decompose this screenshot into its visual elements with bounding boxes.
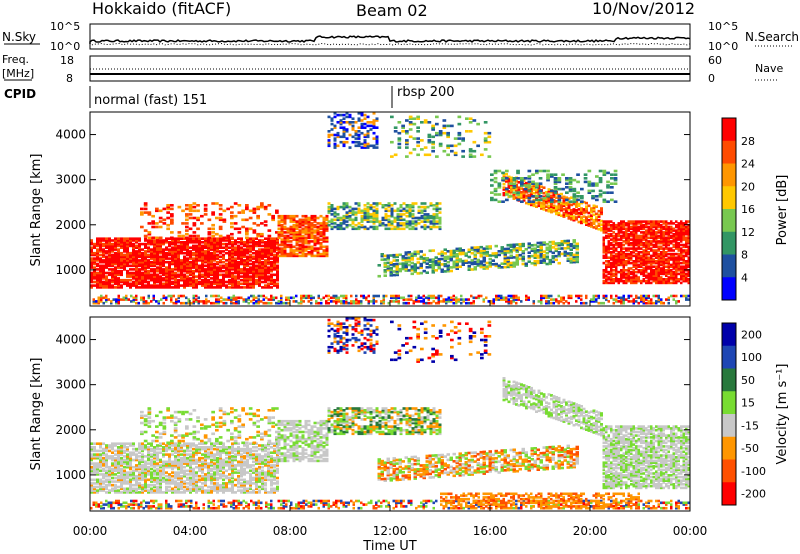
colorbar-tick-label: 16 <box>741 203 755 216</box>
colorbar-tick-label: 200 <box>741 328 762 341</box>
colorbar-swatch <box>722 436 736 460</box>
nsky-line <box>89 35 691 44</box>
colorbar-tick-label: 4 <box>741 271 748 284</box>
nsky-label: N.Sky <box>2 30 36 44</box>
x-tick-label: 00:00 <box>73 524 108 538</box>
y-tick-label: 1000 <box>55 263 86 277</box>
colorbar-tick-label: 50 <box>741 374 755 387</box>
colorbar-swatch <box>722 254 736 278</box>
x-tick-label: 04:00 <box>173 524 208 538</box>
nave-tick-bottom: 0 <box>708 72 715 85</box>
colorbar-swatch <box>722 209 736 233</box>
freq-label: Freq. <box>2 53 29 66</box>
nsearch-label: N.Search <box>745 30 799 44</box>
velocity-colorbar: 200 100 50 15 -15 -50 -100 -200 <box>721 322 766 506</box>
cpid-label: CPID <box>4 87 36 101</box>
colorbar-frame <box>721 117 737 301</box>
x-tick-label: 16:00 <box>473 524 508 538</box>
y-tick-label: 2000 <box>55 218 86 232</box>
y-tick-label: 3000 <box>55 173 86 187</box>
beam-title: Beam 02 <box>356 1 428 20</box>
freq-tick-bottom: 8 <box>66 72 73 85</box>
colorbar-tick-label: 15 <box>741 397 755 410</box>
nave-label: Nave <box>755 62 783 75</box>
colorbar-tick-label: -100 <box>741 465 766 478</box>
cpid-segment-2: rbsp 200 <box>397 85 455 100</box>
colorbar-swatch <box>722 482 736 506</box>
colorbar-tick-label: 12 <box>741 226 755 239</box>
colorbar-swatch <box>722 323 736 347</box>
station-title: Hokkaido (fitACF) <box>92 0 231 18</box>
x-axis-label: Time UT <box>362 539 416 554</box>
x-tick-label: 12:00 <box>373 524 408 538</box>
freq-unit-label: [MHz] <box>2 67 34 80</box>
nsky-tick-top: 10^5 <box>50 20 80 33</box>
y-tick-label: 4000 <box>55 128 86 142</box>
colorbar-tick-label: 100 <box>741 351 762 364</box>
x-tick-label: 20:00 <box>573 524 608 538</box>
nsearch-tick-top: 10^5 <box>708 20 738 33</box>
date-title: 10/Nov/2012 <box>592 0 695 18</box>
colorbar-swatch <box>722 163 736 187</box>
nsky-trace <box>89 35 691 44</box>
power-yticks: 1000 2000 3000 4000 <box>55 128 690 277</box>
velocity-heatmap <box>90 317 690 510</box>
colorbar-swatch <box>722 459 736 483</box>
nsearch-tick-bottom: 10^0 <box>708 40 738 53</box>
y-tick-label: 4000 <box>55 333 86 347</box>
y-tick-label: 2000 <box>55 423 86 437</box>
power-heatmap <box>90 112 690 305</box>
nsky-panel <box>89 23 691 50</box>
nsearch-line <box>89 42 691 46</box>
colorbar-swatch <box>722 118 736 142</box>
colorbar-frame <box>721 322 737 506</box>
colorbar-swatch <box>722 391 736 415</box>
colorbar-swatch <box>722 414 736 438</box>
y-tick-label: 1000 <box>55 468 86 482</box>
x-axis: 00:00 04:00 08:00 12:00 16:00 20:00 00:00 <box>73 300 708 538</box>
colorbar-swatch <box>722 186 736 210</box>
colorbar-swatch <box>722 368 736 392</box>
x-tick-label: 08:00 <box>273 524 308 538</box>
colorbar-tick-label: 20 <box>741 180 755 193</box>
colorbar-tick-label: 28 <box>741 135 755 148</box>
colorbar-tick-label: -15 <box>741 419 759 432</box>
power-ylabel: Slant Range [km] <box>29 154 44 267</box>
colorbar-swatch <box>722 140 736 164</box>
colorbar-tick-label: -50 <box>741 442 759 455</box>
cpid-segment-1: normal (fast) 151 <box>94 93 207 108</box>
colorbar-swatch <box>722 277 736 301</box>
velocity-ylabel: Slant Range [km] <box>29 358 44 471</box>
power-colorbar: 28 24 20 16 12 8 4 <box>721 117 755 301</box>
colorbar-swatch <box>722 231 736 255</box>
colorbar-tick-label: 24 <box>741 158 755 171</box>
nsearch-trace <box>89 42 691 46</box>
nsky-tick-bottom: 10^0 <box>50 40 80 53</box>
power-colorbar-label: Power [dB] <box>775 175 790 246</box>
freq-tick-top: 18 <box>60 54 74 67</box>
colorbar-tick-label: 8 <box>741 249 748 262</box>
velocity-yticks: 1000 2000 3000 4000 <box>55 333 690 482</box>
colorbar-swatch <box>722 345 736 369</box>
velocity-colorbar-label: Velocity [m s⁻¹] <box>775 364 790 465</box>
nave-tick-top: 60 <box>708 54 722 67</box>
colorbar-tick-label: -200 <box>741 488 766 501</box>
y-tick-label: 3000 <box>55 378 86 392</box>
x-tick-label: 00:00 <box>673 524 708 538</box>
